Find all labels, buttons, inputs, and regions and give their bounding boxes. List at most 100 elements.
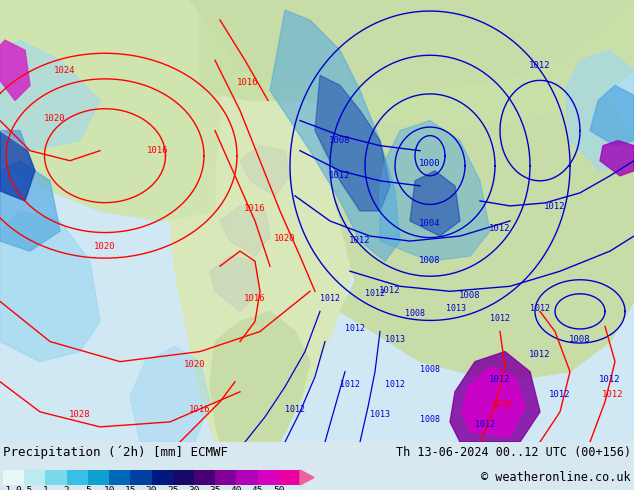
Text: 1012: 1012 xyxy=(529,349,551,359)
Text: 1024: 1024 xyxy=(55,66,75,75)
Text: 1013: 1013 xyxy=(446,304,466,314)
Text: 1012: 1012 xyxy=(489,224,511,233)
Polygon shape xyxy=(0,40,30,100)
Polygon shape xyxy=(315,75,390,211)
Text: 1012: 1012 xyxy=(285,405,305,414)
Text: 10: 10 xyxy=(103,486,115,490)
Polygon shape xyxy=(320,0,634,382)
Bar xyxy=(67,470,88,485)
Polygon shape xyxy=(565,50,634,171)
Text: 1004: 1004 xyxy=(419,219,441,228)
Text: 1008: 1008 xyxy=(459,292,481,300)
Polygon shape xyxy=(0,0,220,221)
Text: 35: 35 xyxy=(209,486,221,490)
Bar xyxy=(130,470,152,485)
Text: 1012: 1012 xyxy=(365,289,385,298)
Polygon shape xyxy=(0,161,60,251)
Text: 1012: 1012 xyxy=(529,61,551,70)
Text: 1012: 1012 xyxy=(320,294,340,303)
Text: 1000: 1000 xyxy=(419,159,441,168)
Text: 2: 2 xyxy=(64,486,70,490)
Polygon shape xyxy=(0,211,100,362)
Text: 1008: 1008 xyxy=(329,136,351,145)
Text: 0.5: 0.5 xyxy=(16,486,33,490)
Text: 1012: 1012 xyxy=(530,304,550,314)
Text: 1012: 1012 xyxy=(475,420,495,429)
Bar xyxy=(215,470,236,485)
Text: 1012: 1012 xyxy=(549,390,571,399)
Polygon shape xyxy=(600,141,634,176)
Bar xyxy=(109,470,130,485)
Text: 50: 50 xyxy=(273,486,285,490)
Text: 1012: 1012 xyxy=(489,375,511,384)
Text: 1012: 1012 xyxy=(602,390,624,399)
Text: 1013: 1013 xyxy=(370,410,390,419)
Bar xyxy=(88,470,109,485)
Bar xyxy=(46,470,67,485)
Text: 1008: 1008 xyxy=(420,365,440,374)
Text: 1008: 1008 xyxy=(419,256,441,265)
Text: 1012: 1012 xyxy=(349,236,371,245)
Text: 1016: 1016 xyxy=(237,78,259,87)
Polygon shape xyxy=(300,470,314,485)
Text: 1012: 1012 xyxy=(544,202,566,211)
Text: 1016: 1016 xyxy=(147,146,169,155)
Text: 1008: 1008 xyxy=(420,415,440,424)
Text: 1012: 1012 xyxy=(329,171,351,180)
Polygon shape xyxy=(462,367,525,437)
Polygon shape xyxy=(190,0,634,90)
Text: 1020: 1020 xyxy=(94,242,116,250)
Bar xyxy=(279,470,300,485)
Text: 1008: 1008 xyxy=(405,309,425,318)
Polygon shape xyxy=(210,256,260,312)
Polygon shape xyxy=(380,121,490,261)
Text: 1013: 1013 xyxy=(385,335,405,343)
Text: 5: 5 xyxy=(85,486,91,490)
Text: 1016: 1016 xyxy=(190,405,210,414)
Text: 1012: 1012 xyxy=(490,315,510,323)
Text: Th 13-06-2024 00..12 UTC (00+156): Th 13-06-2024 00..12 UTC (00+156) xyxy=(396,446,631,459)
Polygon shape xyxy=(200,0,634,131)
Polygon shape xyxy=(0,131,35,201)
Text: 1012: 1012 xyxy=(340,380,360,389)
Polygon shape xyxy=(590,85,634,146)
Text: 1028: 1028 xyxy=(69,410,91,419)
Text: 1020: 1020 xyxy=(184,360,206,368)
Text: Precipitation (´2h) [mm] ECMWF: Precipitation (´2h) [mm] ECMWF xyxy=(3,446,228,460)
Polygon shape xyxy=(0,40,100,151)
Text: 40: 40 xyxy=(231,486,242,490)
Bar xyxy=(172,470,194,485)
Text: 1012: 1012 xyxy=(345,324,365,334)
Text: 1012: 1012 xyxy=(599,375,621,384)
Bar xyxy=(152,470,172,485)
Bar xyxy=(236,470,257,485)
Text: 1016: 1016 xyxy=(244,294,266,303)
Text: 1: 1 xyxy=(42,486,48,490)
Text: © weatheronline.co.uk: © weatheronline.co.uk xyxy=(481,471,631,484)
Text: 15: 15 xyxy=(124,486,136,490)
Polygon shape xyxy=(220,206,270,256)
Text: 20: 20 xyxy=(146,486,157,490)
Polygon shape xyxy=(240,146,290,196)
Polygon shape xyxy=(410,171,460,236)
Polygon shape xyxy=(450,352,540,442)
Bar xyxy=(3,470,24,485)
Text: 1020: 1020 xyxy=(275,234,295,243)
Text: 30: 30 xyxy=(188,486,200,490)
Bar xyxy=(257,470,279,485)
Text: 1008: 1008 xyxy=(569,335,591,343)
Text: 1020: 1020 xyxy=(44,114,66,122)
Text: 1020: 1020 xyxy=(491,400,513,409)
Polygon shape xyxy=(270,10,400,261)
Polygon shape xyxy=(130,346,210,442)
Text: 1012: 1012 xyxy=(379,286,401,295)
Text: 0.1: 0.1 xyxy=(0,486,11,490)
Text: 1012: 1012 xyxy=(385,380,405,389)
Text: 45: 45 xyxy=(252,486,263,490)
Text: 1016: 1016 xyxy=(244,204,266,213)
Bar xyxy=(194,470,215,485)
Polygon shape xyxy=(170,0,360,442)
Text: 25: 25 xyxy=(167,486,178,490)
Polygon shape xyxy=(210,312,310,442)
Bar xyxy=(24,470,46,485)
